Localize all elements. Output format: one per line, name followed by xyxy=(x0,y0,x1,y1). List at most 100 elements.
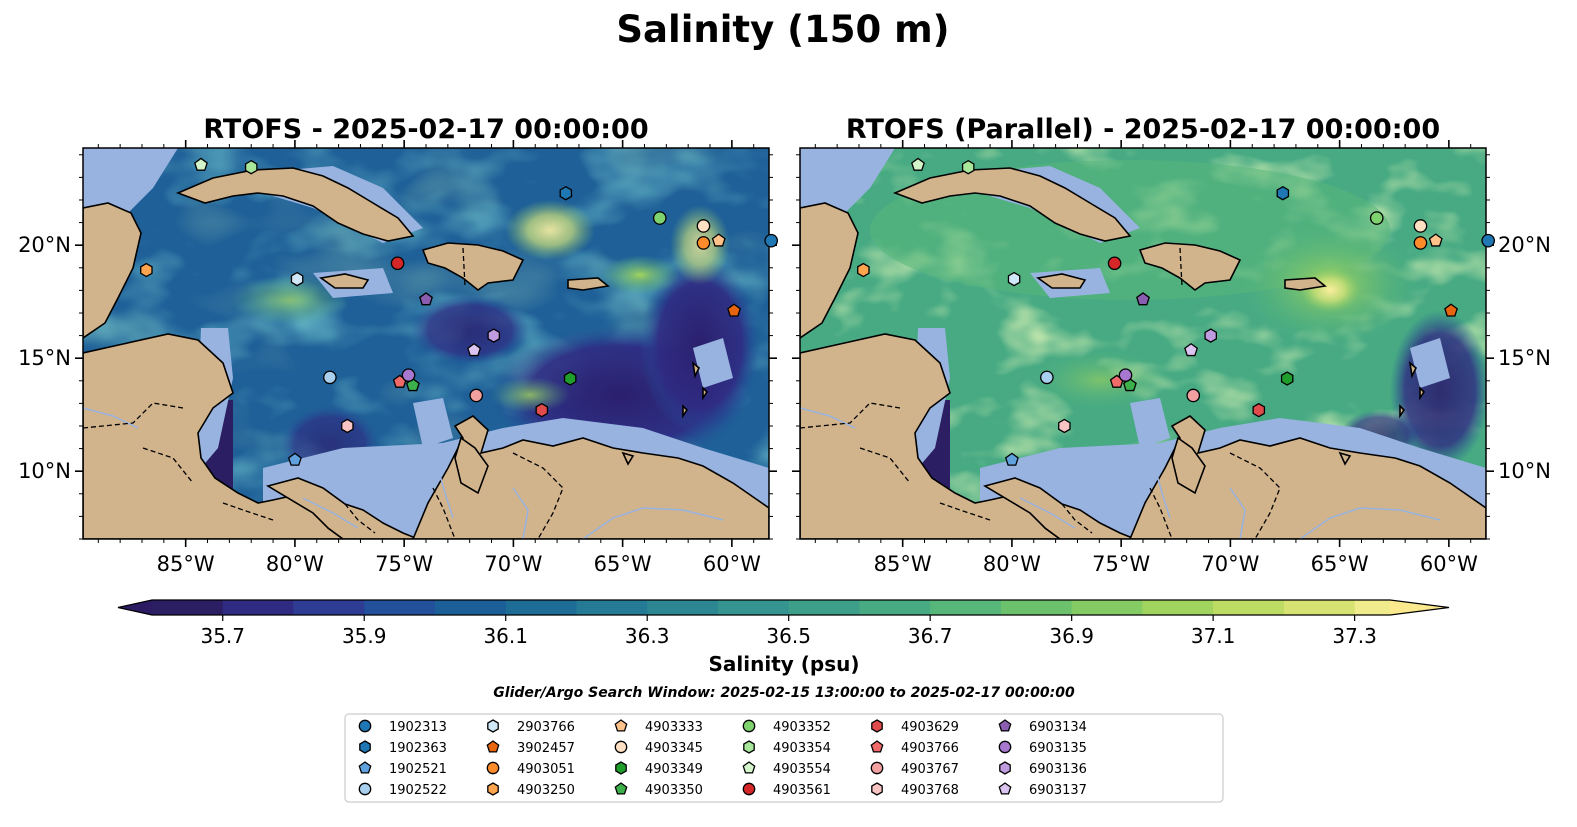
colorbar-tick-label: 35.7 xyxy=(200,624,245,648)
legend-label: 4903767 xyxy=(901,762,959,777)
axis-ticks-rtofs-parallel xyxy=(792,140,1494,547)
colorbar-tick-label: 36.7 xyxy=(908,624,953,648)
legend-entry: 4903554 xyxy=(742,761,831,777)
float-4903250 xyxy=(140,262,153,278)
y-tick-label: 20°N xyxy=(1498,233,1551,257)
legend-label: 6903137 xyxy=(1029,783,1087,798)
legend-label: 1902313 xyxy=(389,720,447,735)
x-tick-label: 80°W xyxy=(266,552,324,576)
legend-entry: 4903350 xyxy=(614,782,703,798)
float-1902363 xyxy=(559,185,573,201)
float-6903137 xyxy=(1184,342,1199,357)
legend-entry: 1902363 xyxy=(359,740,447,756)
legend-marker-3902457 xyxy=(486,740,500,753)
x-tick-label: 75°W xyxy=(1092,552,1150,576)
panel-title-rtofs: RTOFS - 2025-02-17 00:00:00 xyxy=(203,114,648,145)
float-1902522 xyxy=(323,370,337,385)
y-tick-label: 15°N xyxy=(1498,346,1551,370)
colorbar-bin xyxy=(505,600,577,615)
legend-marker-4903768 xyxy=(871,782,883,796)
legend-marker-4903561 xyxy=(742,782,756,796)
float-4903768 xyxy=(1058,418,1071,434)
colorbar-bin xyxy=(1213,600,1285,615)
colorbar-tick-label: 36.5 xyxy=(766,624,811,648)
axis-ticks-rtofs xyxy=(75,140,777,547)
float-4903051 xyxy=(1413,236,1428,250)
float-4903561 xyxy=(390,256,405,271)
float-4903767 xyxy=(1186,388,1201,403)
float-3902457 xyxy=(727,303,741,317)
legend-label: 4903349 xyxy=(645,762,703,777)
legend-entry: 4903767 xyxy=(870,761,959,777)
legend-marker-6903134 xyxy=(998,719,1012,732)
float-4903250 xyxy=(857,262,870,278)
float-4903349 xyxy=(563,371,577,386)
colorbar-bin xyxy=(434,600,507,615)
x-tick-label: 70°W xyxy=(484,552,542,576)
float-6903135 xyxy=(401,368,416,382)
colorbar-tick-label: 36.1 xyxy=(483,624,528,648)
float-4903354 xyxy=(244,159,258,175)
colorbar-tick-label: 36.3 xyxy=(625,624,670,648)
legend-entry: 4903345 xyxy=(614,740,703,756)
colorbar: 35.7 35.9 36.1 36.3 36.5 36.7 36.9 37.1 37.3 Sal… xyxy=(117,599,1450,676)
legend-entry: 4903352 xyxy=(742,719,831,735)
legend-entry: 6903137 xyxy=(998,782,1087,798)
float-4903333 xyxy=(711,233,726,247)
legend-label: 4903354 xyxy=(773,741,831,756)
colorbar-tick-label: 37.3 xyxy=(1332,624,1377,648)
float-4903629 xyxy=(1252,402,1266,418)
float-1902313 xyxy=(764,233,779,248)
x-tick-label: 65°W xyxy=(594,552,652,576)
panel-title-rtofs-parallel: RTOFS (Parallel) - 2025-02-17 00:00:00 xyxy=(846,114,1440,145)
legend-entry: 4903354 xyxy=(743,740,831,756)
legend-label: 6903135 xyxy=(1029,741,1087,756)
float-6903136 xyxy=(1204,328,1218,343)
y-tick-labels-rtofs-parallel: 10°N 15°N 20°N xyxy=(1498,233,1551,483)
legend-label: 4903333 xyxy=(645,720,703,735)
x-tick-label: 70°W xyxy=(1201,552,1259,576)
legend-label: 1902521 xyxy=(389,762,447,777)
legend-marker-4903554 xyxy=(742,761,756,774)
legend-marker-1902313 xyxy=(358,719,372,733)
legend-label: 4903345 xyxy=(645,741,703,756)
float-4903333 xyxy=(1428,233,1443,247)
legend-label: 4903629 xyxy=(901,720,959,735)
colorbar-bin xyxy=(1142,600,1214,615)
legend-marker-4903350 xyxy=(614,782,628,795)
legend-label: 4903350 xyxy=(645,783,703,798)
float-6903137 xyxy=(467,342,482,357)
legend-marker-4903345 xyxy=(614,740,628,754)
panel-rtofs-parallel: RTOFS (Parallel) - 2025-02-17 00:00:00 8… xyxy=(792,114,1551,576)
float-4903354 xyxy=(961,159,975,175)
float-1902522 xyxy=(1040,370,1054,385)
float-6903135 xyxy=(1118,368,1133,382)
colorbar-extend-low xyxy=(118,600,152,615)
legend-marker-4903250 xyxy=(487,782,499,796)
colorbar-bin xyxy=(859,600,931,615)
float-6903134 xyxy=(1136,292,1150,306)
float-4903051 xyxy=(696,236,711,250)
x-tick-label: 85°W xyxy=(157,552,215,576)
float-1902363 xyxy=(1276,185,1290,201)
colorbar-tick-label: 37.1 xyxy=(1191,624,1236,648)
float-1902521 xyxy=(287,452,302,466)
float-4903561 xyxy=(1107,256,1122,271)
float-4903768 xyxy=(341,418,354,434)
legend-entry: 4903051 xyxy=(486,761,575,777)
colorbar-bin xyxy=(576,600,648,615)
legend-marker-2903766 xyxy=(487,719,499,733)
colorbar-bin xyxy=(1283,600,1356,615)
legend-entry: 1902521 xyxy=(358,761,447,777)
float-6903136 xyxy=(487,328,501,343)
float-6903134 xyxy=(419,292,433,306)
legend-marker-4903354 xyxy=(743,740,755,754)
colorbar-bin xyxy=(1071,600,1143,615)
float-3902457 xyxy=(1444,303,1458,317)
legend-items: 1902313 1902363 1902521 1902522 2903766 39024… xyxy=(358,719,1087,798)
figure-title: Salinity (150 m) xyxy=(616,8,949,51)
legend-marker-4903767 xyxy=(870,761,884,775)
float-4903352 xyxy=(1369,211,1384,225)
colorbar-bin xyxy=(930,600,1002,615)
float-4903352 xyxy=(652,211,667,225)
